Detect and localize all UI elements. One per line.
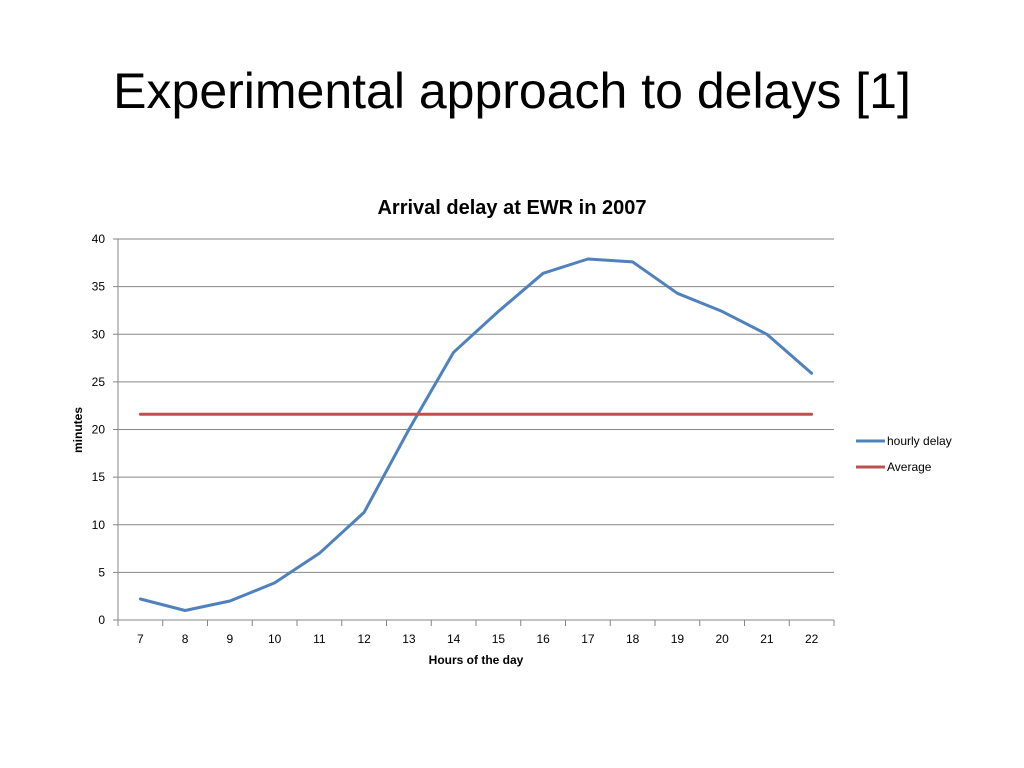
y-tick-label: 30 (92, 327, 106, 341)
legend: hourly delay Average (856, 434, 952, 474)
series-line-0 (138, 257, 814, 612)
y-tick-label: 5 (98, 565, 105, 579)
x-tick-label: 19 (671, 632, 685, 646)
x-tick-label: 15 (492, 632, 506, 646)
gridlines (118, 238, 834, 573)
chart-title: Arrival delay at EWR in 2007 (377, 197, 646, 219)
y-tick-label: 0 (98, 613, 105, 627)
x-tick-label: 18 (626, 632, 640, 646)
x-tick-label: 11 (313, 632, 326, 646)
series-lines (138, 257, 814, 612)
x-tick-label: 14 (447, 632, 461, 646)
y-tick-label: 15 (92, 470, 106, 484)
x-tick-label: 12 (357, 632, 371, 646)
x-axis-label: Hours of the day (429, 653, 524, 667)
y-tick-label: 35 (92, 280, 106, 294)
axes: 0 5 10 15 20 25 30 35 40 7 8 9 10 11 12 13 14 15 16 17 18 19 2… (92, 232, 835, 646)
x-tick-label: 9 (227, 632, 234, 646)
y-tick-label: 10 (92, 518, 106, 532)
slide-title: Experimental approach to delays [1] (113, 63, 911, 119)
x-tick-label: 13 (402, 632, 416, 646)
y-tick-label: 25 (92, 375, 106, 389)
y-axis-label: minutes (71, 407, 85, 453)
x-tick-label: 21 (760, 632, 774, 646)
y-tick-label: 40 (92, 232, 106, 246)
x-tick-label: 20 (715, 632, 729, 646)
x-tick-label: 22 (805, 632, 819, 646)
y-tick-label: 20 (92, 423, 106, 437)
x-tick-label: 17 (581, 632, 595, 646)
x-tick-label: 10 (268, 632, 282, 646)
x-tick-label: 7 (137, 632, 144, 646)
x-tick-label: 8 (182, 632, 189, 646)
x-tick-label: 16 (536, 632, 550, 646)
legend-label: hourly delay (887, 434, 952, 448)
legend-label: Average (887, 460, 932, 474)
